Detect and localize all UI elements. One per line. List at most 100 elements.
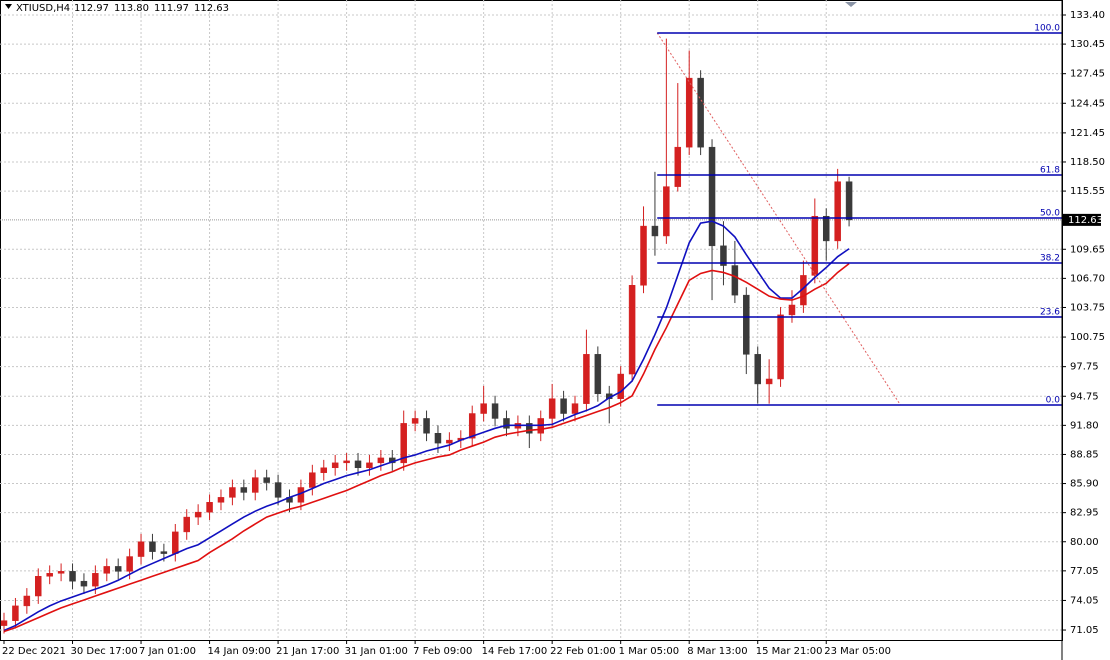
candle-body [720, 245, 727, 266]
x-tick-label: 23 Mar 05:00 [824, 646, 891, 657]
y-tick-label: 82.95 [1070, 508, 1099, 519]
candle-body [114, 566, 122, 572]
candle-body [149, 541, 156, 552]
candle-body [194, 511, 202, 518]
y-tick-label: 133.40 [1070, 10, 1105, 21]
candle-body [754, 354, 761, 385]
candle-body [708, 146, 716, 247]
x-tick-label: 22 Dec 2021 [2, 646, 66, 657]
y-tick-label: 77.05 [1070, 566, 1099, 577]
y-tick-label: 106.70 [1070, 273, 1105, 284]
candle-body [309, 472, 316, 488]
candle-body [35, 576, 42, 597]
y-tick-label: 74.05 [1070, 595, 1099, 606]
x-tick-label: 14 Jan 09:00 [208, 646, 271, 657]
candle-body [548, 398, 556, 419]
header-icon [5, 4, 12, 9]
candle-body [46, 573, 53, 577]
candle-body [206, 502, 213, 513]
fibo-label: 23.6 [1040, 308, 1060, 318]
x-tick-label: 7 Feb 09:00 [413, 646, 472, 657]
candle-body [80, 580, 88, 587]
candle-body [423, 418, 430, 434]
moving-average [3, 262, 850, 633]
fibo-label: 50.0 [1040, 209, 1060, 219]
x-tick-label: 30 Dec 17:00 [71, 646, 138, 657]
candle-body [651, 225, 659, 237]
candle-body [628, 285, 636, 375]
x-tick-label: 31 Jan 01:00 [345, 646, 408, 657]
candle-body [320, 467, 328, 473]
header-value: 111.97 [154, 3, 189, 14]
candle-body [560, 398, 567, 414]
candle-body [331, 462, 339, 469]
candle-body [137, 541, 145, 557]
candle-body [366, 462, 373, 469]
candle-body [126, 556, 133, 572]
candle-body [674, 146, 682, 187]
candle-body [217, 497, 225, 503]
candle-body [354, 460, 362, 469]
y-tick-label: 127.45 [1070, 69, 1105, 80]
x-tick-label: 15 Mar 21:00 [756, 646, 823, 657]
y-tick-label: 97.75 [1070, 362, 1099, 373]
candle-body [12, 605, 19, 621]
candle-body [822, 215, 830, 242]
candle-body [526, 423, 533, 434]
y-tick-label: 88.85 [1070, 449, 1099, 460]
y-tick-label: 103.75 [1070, 302, 1105, 313]
candle-body [834, 181, 841, 242]
candle-body [57, 571, 65, 574]
candle-body [434, 432, 442, 444]
y-tick-label: 118.50 [1070, 157, 1105, 168]
y-tick-label: 71.05 [1070, 625, 1099, 636]
candle-body [343, 460, 350, 464]
candle-body [503, 418, 510, 429]
candle-body [685, 77, 693, 148]
last-price-label: 112.63 [1068, 215, 1103, 226]
candle-body [263, 477, 270, 483]
x-tick-label: 21 Jan 17:00 [276, 646, 339, 657]
candle-body [480, 403, 487, 414]
candle-body [845, 181, 853, 221]
candle-body [788, 304, 796, 316]
fibo-label: 61.8 [1040, 165, 1060, 175]
header-value: 112.63 [194, 3, 229, 14]
x-tick-label: 7 Jan 01:00 [139, 646, 196, 657]
y-tick-label: 121.45 [1070, 128, 1105, 139]
candle-body [172, 531, 179, 554]
candle-body [400, 423, 407, 464]
y-tick-label: 109.65 [1070, 244, 1105, 255]
candle-body [411, 418, 419, 424]
candle-body [617, 373, 624, 399]
y-tick-label: 115.55 [1070, 186, 1105, 197]
candle-body [92, 573, 99, 587]
candle-body [240, 487, 248, 493]
y-tick-label: 94.75 [1070, 391, 1099, 402]
y-tick-label: 85.90 [1070, 479, 1099, 490]
scroll-marker [845, 2, 857, 7]
candle-body [160, 551, 168, 554]
candle-body [23, 595, 31, 607]
header-value: 112.97 [74, 3, 109, 14]
candle-body [811, 215, 819, 276]
x-tick-label: 22 Feb 01:00 [550, 646, 616, 657]
candle-body [743, 294, 750, 355]
candle-body [377, 457, 385, 464]
candle-body [491, 403, 499, 419]
y-tick-label: 124.45 [1070, 98, 1105, 109]
candle-body [663, 186, 670, 237]
header-symbol: XTIUSD,H4 [16, 3, 70, 14]
last-price-box [1063, 213, 1101, 226]
candle-body [251, 477, 259, 493]
candle-body [229, 487, 236, 498]
candle-body [777, 314, 784, 380]
fibo-label: 100.0 [1034, 23, 1060, 33]
candle-body [571, 403, 579, 414]
candle-body [446, 439, 453, 444]
header-value: 113.80 [114, 3, 149, 14]
candle-body [69, 571, 76, 582]
candle-body [103, 566, 111, 574]
x-tick-label: 1 Mar 05:00 [619, 646, 679, 657]
